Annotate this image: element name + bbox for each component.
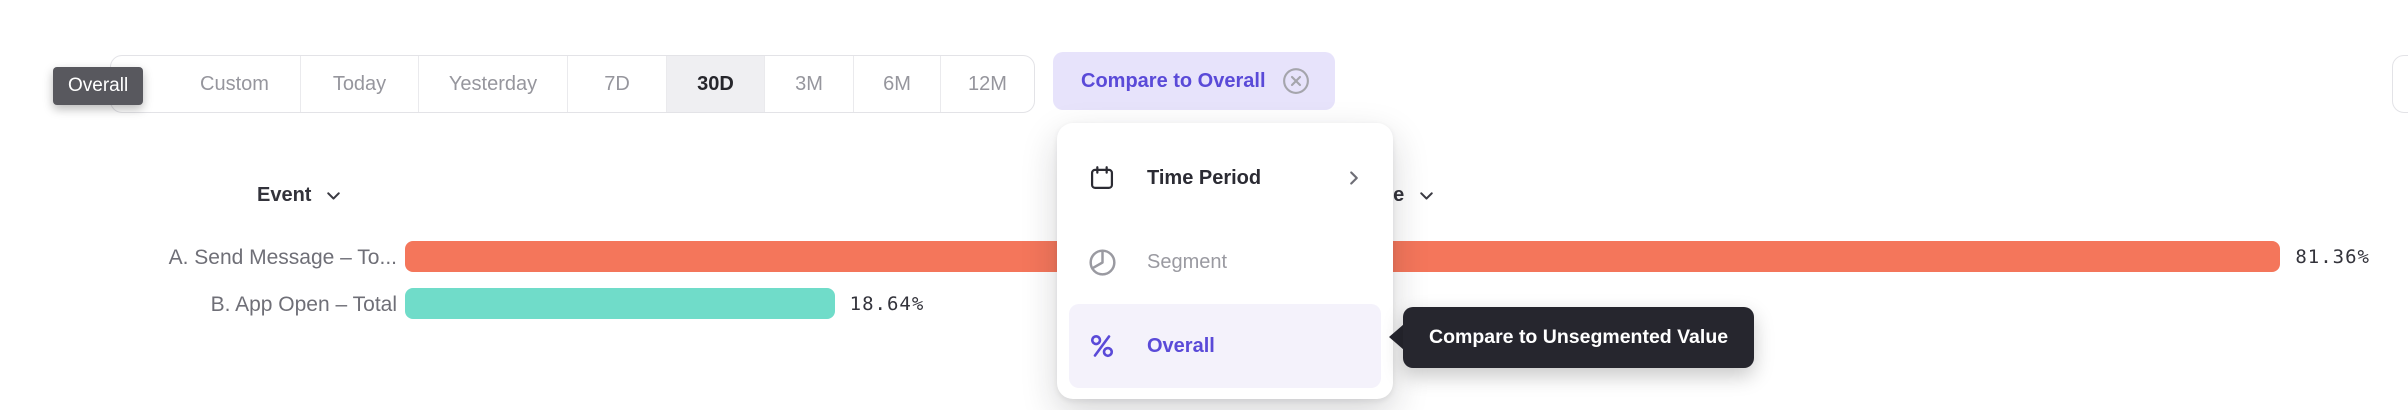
menu-item-segment[interactable]: Segment	[1069, 220, 1381, 304]
chevron-right-icon	[1343, 167, 1365, 189]
bar-app-open[interactable]	[405, 288, 835, 319]
bar-row-label-app-open: B. App Open – Total	[210, 293, 397, 316]
menu-item-label: Time Period	[1147, 166, 1262, 189]
bar-row-label-send-message: A. Send Message – To...	[168, 246, 397, 269]
menu-item-time-period[interactable]: Time Period	[1069, 136, 1381, 220]
time-range-12m[interactable]: 12M	[968, 72, 1007, 95]
compare-chip-label: Compare to Overall	[1081, 69, 1266, 92]
chevron-down-icon	[1416, 185, 1437, 206]
compare-dropdown-menu: Time Period Segment Overall	[1057, 123, 1393, 399]
menu-item-label: Segment	[1147, 250, 1228, 273]
time-range-custom[interactable]: Custom	[111, 56, 301, 112]
clipped-right-control[interactable]	[2392, 55, 2408, 113]
time-range-3m[interactable]: 3M	[765, 56, 854, 112]
time-range-6m[interactable]: 6M	[854, 56, 941, 112]
bar-value-send-message: 81.36%	[2295, 246, 2370, 268]
circle-x-icon[interactable]	[1281, 66, 1311, 96]
time-range-today[interactable]: Today	[301, 56, 419, 112]
compare-to-overall-chip[interactable]: Compare to Overall	[1053, 52, 1335, 110]
tooltip-text: Compare to Unsegmented Value	[1429, 326, 1729, 348]
menu-item-overall[interactable]: Overall	[1069, 304, 1381, 388]
segment-icon	[1085, 246, 1119, 279]
tooltip-caret	[1389, 324, 1404, 350]
time-range-group: Custom Today Yesterday 7D 30D 3M 6M 12M	[110, 55, 1035, 113]
overall-drag-label: Overall	[53, 67, 144, 105]
calendar-icon	[1085, 164, 1119, 192]
bar-value-app-open: 18.64%	[849, 293, 925, 315]
percent-icon	[1085, 331, 1119, 361]
menu-item-label: Overall	[1147, 334, 1215, 357]
compare-tooltip: Compare to Unsegmented Value	[1403, 307, 1755, 368]
event-column-label: Event	[257, 184, 312, 206]
event-column-header[interactable]: Event	[257, 184, 344, 207]
time-range-30d[interactable]: 30D	[667, 56, 765, 112]
chevron-down-icon	[323, 185, 344, 206]
time-range-7d[interactable]: 7D	[568, 56, 667, 112]
time-range-yesterday[interactable]: Yesterday	[419, 56, 568, 112]
